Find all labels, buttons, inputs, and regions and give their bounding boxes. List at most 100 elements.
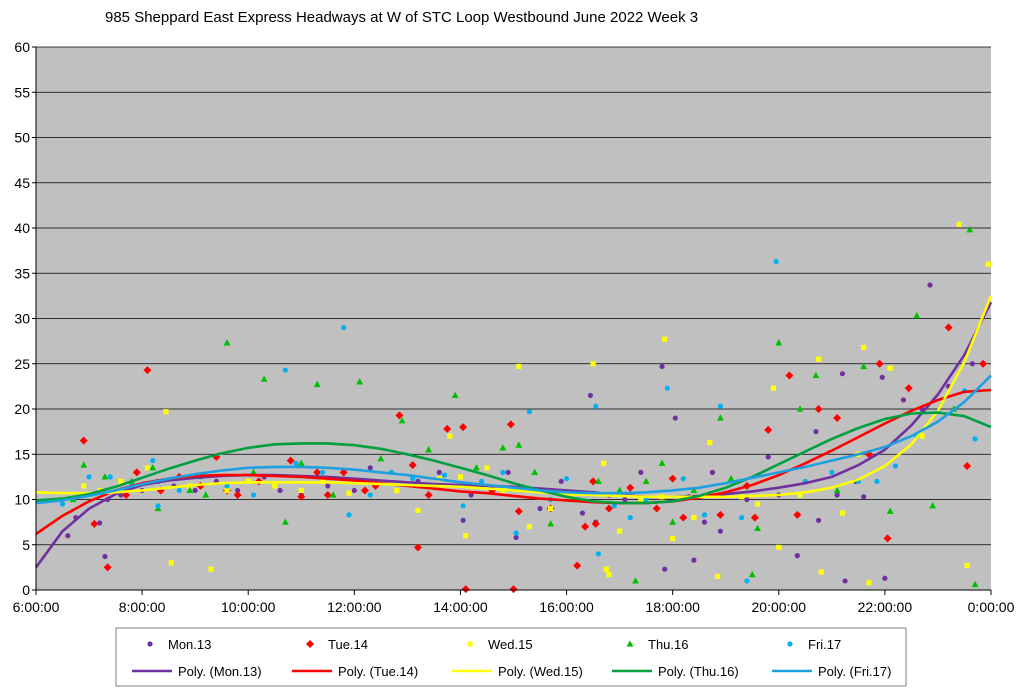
x-tick-label: 10:00:00: [221, 599, 276, 615]
data-point: [414, 543, 422, 552]
legend-label: Poly. (Thu.16): [658, 664, 739, 679]
data-point: [595, 551, 601, 557]
data-point: [526, 409, 533, 415]
data-point: [717, 528, 724, 534]
data-point: [956, 221, 962, 227]
data-point: [887, 365, 893, 371]
data-point: [479, 478, 485, 484]
data-point: [839, 510, 846, 516]
data-point: [509, 585, 518, 594]
data-point: [627, 515, 633, 521]
legend-label: Fri.17: [808, 637, 841, 652]
data-point: [594, 477, 602, 484]
data-point: [325, 483, 331, 489]
data-point: [103, 563, 112, 572]
data-point: [250, 492, 257, 498]
data-point: [297, 459, 305, 466]
data-point: [526, 524, 533, 530]
data-point: [944, 323, 953, 332]
data-point: [192, 487, 198, 494]
data-point: [443, 424, 452, 433]
data-point: [223, 339, 231, 346]
data-point: [282, 367, 288, 373]
data-point: [691, 557, 697, 563]
data-point: [425, 445, 433, 453]
data-point: [606, 572, 612, 578]
data-point: [513, 530, 519, 536]
data-point: [144, 465, 151, 471]
data-point: [97, 520, 103, 526]
chart-title: 985 Sheppard East Express Headways at W …: [105, 9, 698, 26]
trendline-1: [35, 388, 992, 535]
data-point: [233, 490, 242, 499]
data-point: [913, 311, 921, 319]
data-point: [842, 578, 848, 584]
data-point: [750, 513, 759, 522]
data-point: [537, 505, 543, 512]
y-tick-label: 15: [14, 446, 30, 462]
data-point: [707, 439, 713, 446]
data-point: [754, 501, 761, 507]
data-point: [664, 385, 670, 391]
data-point: [579, 510, 586, 516]
data-point: [168, 560, 174, 566]
data-point: [691, 515, 697, 521]
data-point: [463, 533, 469, 539]
x-tick-label: 6:00:00: [13, 599, 60, 615]
data-point: [461, 585, 470, 594]
data-point: [813, 429, 819, 435]
data-point: [972, 436, 978, 442]
data-point: [690, 486, 698, 494]
data-point: [90, 519, 99, 528]
y-tick-label: 45: [14, 175, 30, 191]
gridlines: [36, 46, 991, 546]
data-point: [617, 528, 623, 534]
data-point: [176, 487, 182, 494]
data-point: [410, 476, 416, 482]
data-point: [149, 464, 157, 471]
legend-label: Tue.14: [328, 637, 368, 652]
data-point: [833, 414, 842, 423]
legend-marker: [626, 640, 634, 647]
data-point: [235, 487, 241, 494]
data-point: [716, 510, 725, 519]
y-tick-label: 35: [14, 265, 30, 281]
data-point: [929, 502, 937, 509]
data-point: [866, 580, 872, 586]
data-point: [812, 371, 820, 379]
data-point: [727, 474, 735, 482]
data-point: [776, 544, 782, 551]
data-point: [395, 411, 404, 420]
data-point: [643, 496, 649, 503]
data-point: [839, 371, 846, 377]
data-point: [892, 463, 899, 469]
data-point: [505, 469, 511, 475]
data-point: [163, 409, 169, 415]
data-point: [900, 397, 907, 403]
data-point: [879, 374, 885, 380]
data-point: [367, 465, 373, 471]
data-point: [622, 496, 628, 503]
data-point: [484, 465, 490, 471]
data-point: [969, 361, 976, 367]
data-point: [904, 384, 913, 393]
data-point: [351, 487, 357, 494]
data-point: [829, 469, 835, 475]
data-point: [638, 496, 644, 503]
data-point: [927, 282, 933, 288]
y-tick-label: 40: [14, 220, 30, 236]
y-tick-label: 30: [14, 311, 30, 327]
data-point: [964, 562, 970, 569]
data-point: [593, 403, 599, 409]
data-point: [591, 519, 600, 528]
data-point: [250, 468, 257, 475]
data-point: [833, 486, 841, 494]
data-point: [875, 359, 884, 368]
data-point: [611, 503, 617, 509]
x-tick-label: 14:00:00: [433, 599, 488, 615]
data-point: [472, 464, 480, 471]
data-point: [638, 469, 644, 475]
legend-marker: [467, 641, 473, 647]
data-point: [341, 324, 347, 331]
data-point: [581, 522, 590, 531]
